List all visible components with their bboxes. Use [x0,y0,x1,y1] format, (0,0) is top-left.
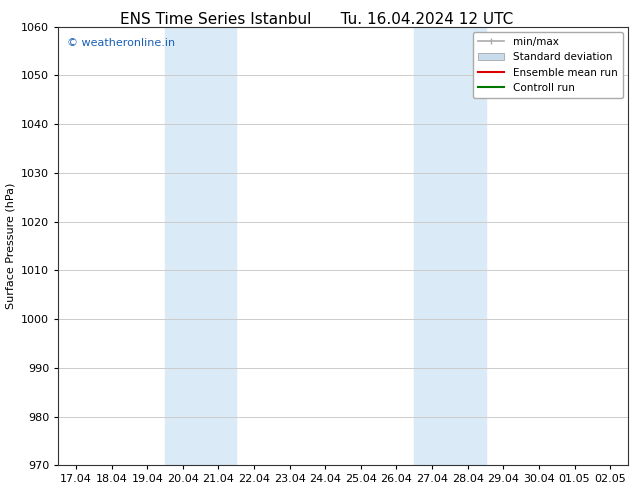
Bar [165,27,236,465]
Legend: min/max, Standard deviation, Ensemble mean run, Controll run: min/max, Standard deviation, Ensemble me… [473,32,623,98]
Bar [414,27,486,465]
Text: ENS Time Series Istanbul      Tu. 16.04.2024 12 UTC: ENS Time Series Istanbul Tu. 16.04.2024 … [120,12,514,27]
Text: © weatheronline.in: © weatheronline.in [67,38,175,48]
Y-axis label: Surface Pressure (hPa): Surface Pressure (hPa) [6,183,16,309]
